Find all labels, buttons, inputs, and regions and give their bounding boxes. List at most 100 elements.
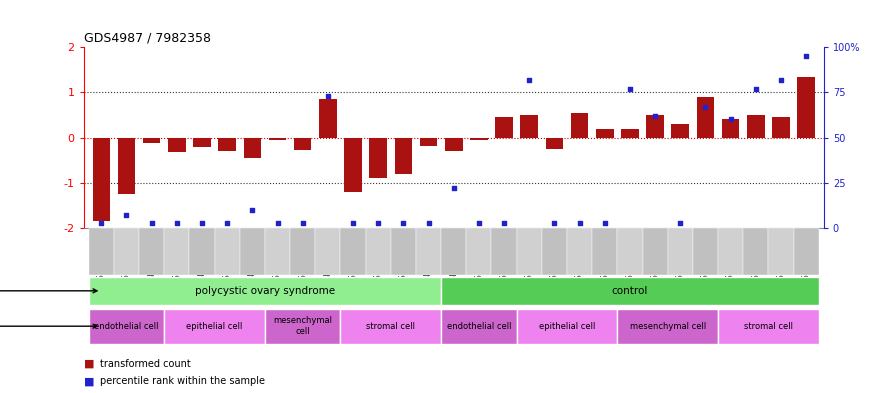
Point xyxy=(421,219,435,226)
Bar xyxy=(294,138,312,150)
Bar xyxy=(441,309,516,344)
Bar xyxy=(642,228,668,275)
Bar xyxy=(647,115,664,138)
Bar xyxy=(668,228,692,275)
Bar xyxy=(114,228,139,275)
Bar xyxy=(744,228,768,275)
Bar xyxy=(215,228,240,275)
Bar xyxy=(340,309,441,344)
Text: control: control xyxy=(611,286,648,296)
Text: endothelial cell: endothelial cell xyxy=(94,322,159,331)
Text: polycystic ovary syndrome: polycystic ovary syndrome xyxy=(195,286,335,296)
Point xyxy=(497,219,511,226)
Bar xyxy=(747,115,765,138)
Point xyxy=(245,207,259,213)
Point xyxy=(623,86,637,92)
Bar xyxy=(366,228,391,275)
Bar xyxy=(592,228,618,275)
Bar xyxy=(89,228,114,275)
Point xyxy=(547,219,561,226)
Bar xyxy=(571,113,589,138)
Bar xyxy=(193,138,211,147)
Bar xyxy=(269,138,286,140)
Point xyxy=(573,219,587,226)
Point xyxy=(648,113,663,119)
Bar xyxy=(772,117,789,138)
Bar xyxy=(618,309,718,344)
Bar xyxy=(340,228,366,275)
Bar xyxy=(118,138,136,194)
Bar xyxy=(722,119,739,138)
Bar xyxy=(618,228,642,275)
Bar xyxy=(164,309,265,344)
Bar xyxy=(516,309,618,344)
Bar xyxy=(596,129,613,138)
Bar xyxy=(692,228,718,275)
Bar xyxy=(797,77,815,138)
Point xyxy=(522,77,537,83)
Bar xyxy=(495,117,513,138)
Bar xyxy=(243,138,261,158)
Point xyxy=(723,116,737,123)
Bar xyxy=(794,228,818,275)
Bar xyxy=(218,138,236,151)
Bar xyxy=(265,228,290,275)
Bar xyxy=(189,228,215,275)
Point xyxy=(447,185,461,191)
Point xyxy=(799,53,813,59)
Text: GDS4987 / 7982358: GDS4987 / 7982358 xyxy=(84,31,211,44)
Text: stromal cell: stromal cell xyxy=(744,322,793,331)
Text: stromal cell: stromal cell xyxy=(366,322,415,331)
Text: cell type: cell type xyxy=(0,321,97,331)
Bar xyxy=(89,309,164,344)
Point xyxy=(195,219,209,226)
Bar xyxy=(718,228,744,275)
Bar xyxy=(419,138,437,146)
Point xyxy=(94,219,108,226)
Bar xyxy=(93,138,110,221)
Text: epithelial cell: epithelial cell xyxy=(539,322,596,331)
Point xyxy=(270,219,285,226)
Point xyxy=(371,219,385,226)
Point xyxy=(396,219,411,226)
Bar xyxy=(718,309,818,344)
Bar xyxy=(290,228,315,275)
Text: ■: ■ xyxy=(84,376,98,386)
Bar xyxy=(671,124,689,138)
Bar xyxy=(492,228,516,275)
Bar xyxy=(516,228,542,275)
Bar xyxy=(240,228,265,275)
Point xyxy=(472,219,486,226)
Bar xyxy=(567,228,592,275)
Bar xyxy=(466,228,492,275)
Text: mesenchymal cell: mesenchymal cell xyxy=(630,322,706,331)
Bar xyxy=(391,228,416,275)
Text: disease state: disease state xyxy=(0,286,97,296)
Text: transformed count: transformed count xyxy=(100,358,190,369)
Text: epithelial cell: epithelial cell xyxy=(187,322,243,331)
Point xyxy=(774,77,788,83)
Text: ■: ■ xyxy=(84,358,98,369)
Bar xyxy=(168,138,186,152)
Point xyxy=(296,219,310,226)
Point xyxy=(749,86,763,92)
Bar xyxy=(441,277,818,305)
Text: percentile rank within the sample: percentile rank within the sample xyxy=(100,376,264,386)
Bar xyxy=(369,138,387,178)
Bar xyxy=(521,115,538,138)
Bar xyxy=(621,129,639,138)
Bar xyxy=(395,138,412,174)
Point xyxy=(321,93,335,99)
Point xyxy=(597,219,611,226)
Bar xyxy=(344,138,362,192)
Bar xyxy=(143,138,160,143)
Bar xyxy=(768,228,794,275)
Bar xyxy=(542,228,567,275)
Bar xyxy=(315,228,340,275)
Bar xyxy=(265,309,340,344)
Bar xyxy=(441,228,466,275)
Point xyxy=(699,104,713,110)
Bar xyxy=(445,138,463,151)
Bar xyxy=(470,138,488,140)
Bar xyxy=(697,97,714,138)
